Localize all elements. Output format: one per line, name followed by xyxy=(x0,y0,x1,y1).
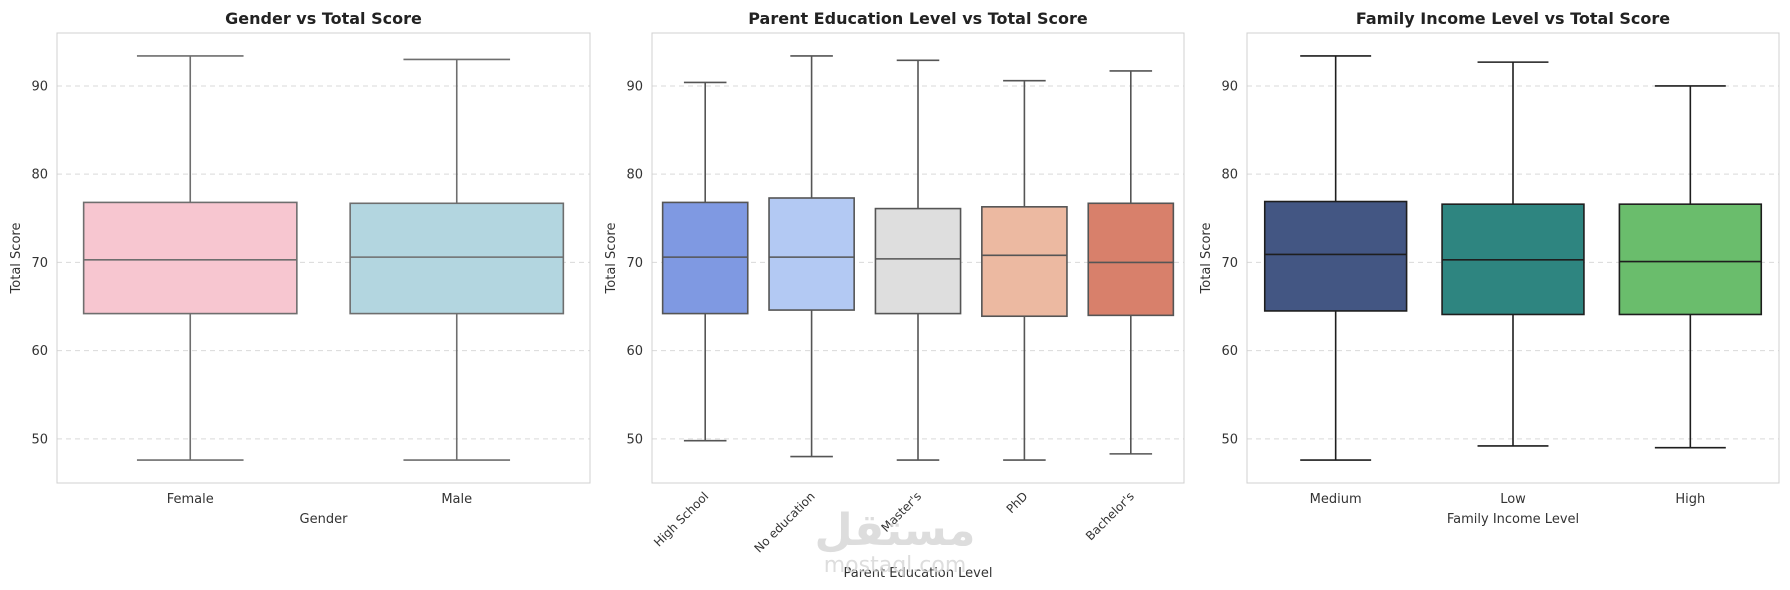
x-tick-label: Bachelor's xyxy=(1083,489,1137,543)
iqr-box xyxy=(1087,202,1175,317)
x-axis-label: Family Income Level xyxy=(1447,512,1579,527)
y-tick-label: 50 xyxy=(626,432,643,447)
box-medium xyxy=(1263,55,1408,461)
subplot-1: 50 60 70 80 90 Female Male Gender vs Total Scor… xyxy=(9,9,591,527)
y-tick-label: 60 xyxy=(626,344,643,359)
subplot-3: 50 60 70 80 90 Medium Low High Family Income Lev… xyxy=(1199,9,1780,527)
iqr-box xyxy=(874,207,962,315)
x-tick-label: Male xyxy=(441,492,472,507)
box-bachelor-s xyxy=(1087,70,1175,455)
y-tick-label: 80 xyxy=(626,168,643,183)
box-low xyxy=(1441,61,1585,447)
y-tick-label: 70 xyxy=(31,256,48,271)
box-female xyxy=(82,55,298,461)
y-tick-label: 70 xyxy=(626,256,643,271)
y-axis-label: Total Score xyxy=(9,223,24,295)
box-no-education xyxy=(768,55,855,458)
iqr-box xyxy=(1618,203,1763,316)
iqr-box xyxy=(661,201,749,315)
x-tick-label: High School xyxy=(651,489,711,549)
axes-frame xyxy=(1246,32,1780,484)
axes-frame xyxy=(56,32,591,484)
box-high-school xyxy=(661,81,749,442)
x-tick-label: Female xyxy=(167,492,214,507)
watermark-logo-text: مستقل xyxy=(815,505,976,556)
y-tick-label: 80 xyxy=(1221,168,1238,183)
box-high xyxy=(1618,85,1763,449)
iqr-box xyxy=(82,201,298,315)
x-axis-label: Parent Education Level xyxy=(844,566,993,581)
y-tick-label: 90 xyxy=(626,79,643,94)
chart-title: Parent Education Level vs Total Score xyxy=(748,9,1088,28)
x-tick-label: PhD xyxy=(1004,489,1031,516)
x-axis-label: Gender xyxy=(300,512,349,527)
iqr-box xyxy=(1263,200,1408,312)
y-tick-label: 80 xyxy=(31,168,48,183)
y-tick-label: 50 xyxy=(31,432,48,447)
x-tick-label: Medium xyxy=(1310,492,1362,507)
box-master-s xyxy=(874,59,962,461)
iqr-box xyxy=(768,197,855,311)
x-tick-label: High xyxy=(1675,492,1705,507)
y-tick-label: 50 xyxy=(1221,432,1238,447)
chart-title: Family Income Level vs Total Score xyxy=(1356,9,1670,28)
y-tick-label: 90 xyxy=(1221,79,1238,94)
watermark-url: mostaql.com xyxy=(824,553,967,578)
x-tick-label: No education xyxy=(751,489,817,555)
y-axis-label: Total Score xyxy=(604,223,619,295)
box-phd xyxy=(981,79,1068,461)
axes-frame xyxy=(651,32,1185,484)
y-tick-label: 70 xyxy=(1221,256,1238,271)
y-tick-label: 60 xyxy=(31,344,48,359)
y-tick-label: 60 xyxy=(1221,344,1238,359)
y-tick-label: 90 xyxy=(31,79,48,94)
x-tick-label: Low xyxy=(1500,492,1526,507)
iqr-box xyxy=(981,206,1068,318)
iqr-box xyxy=(349,202,565,315)
box-male xyxy=(349,58,565,461)
chart-title: Gender vs Total Score xyxy=(225,9,422,28)
y-axis-label: Total Score xyxy=(1199,223,1214,295)
